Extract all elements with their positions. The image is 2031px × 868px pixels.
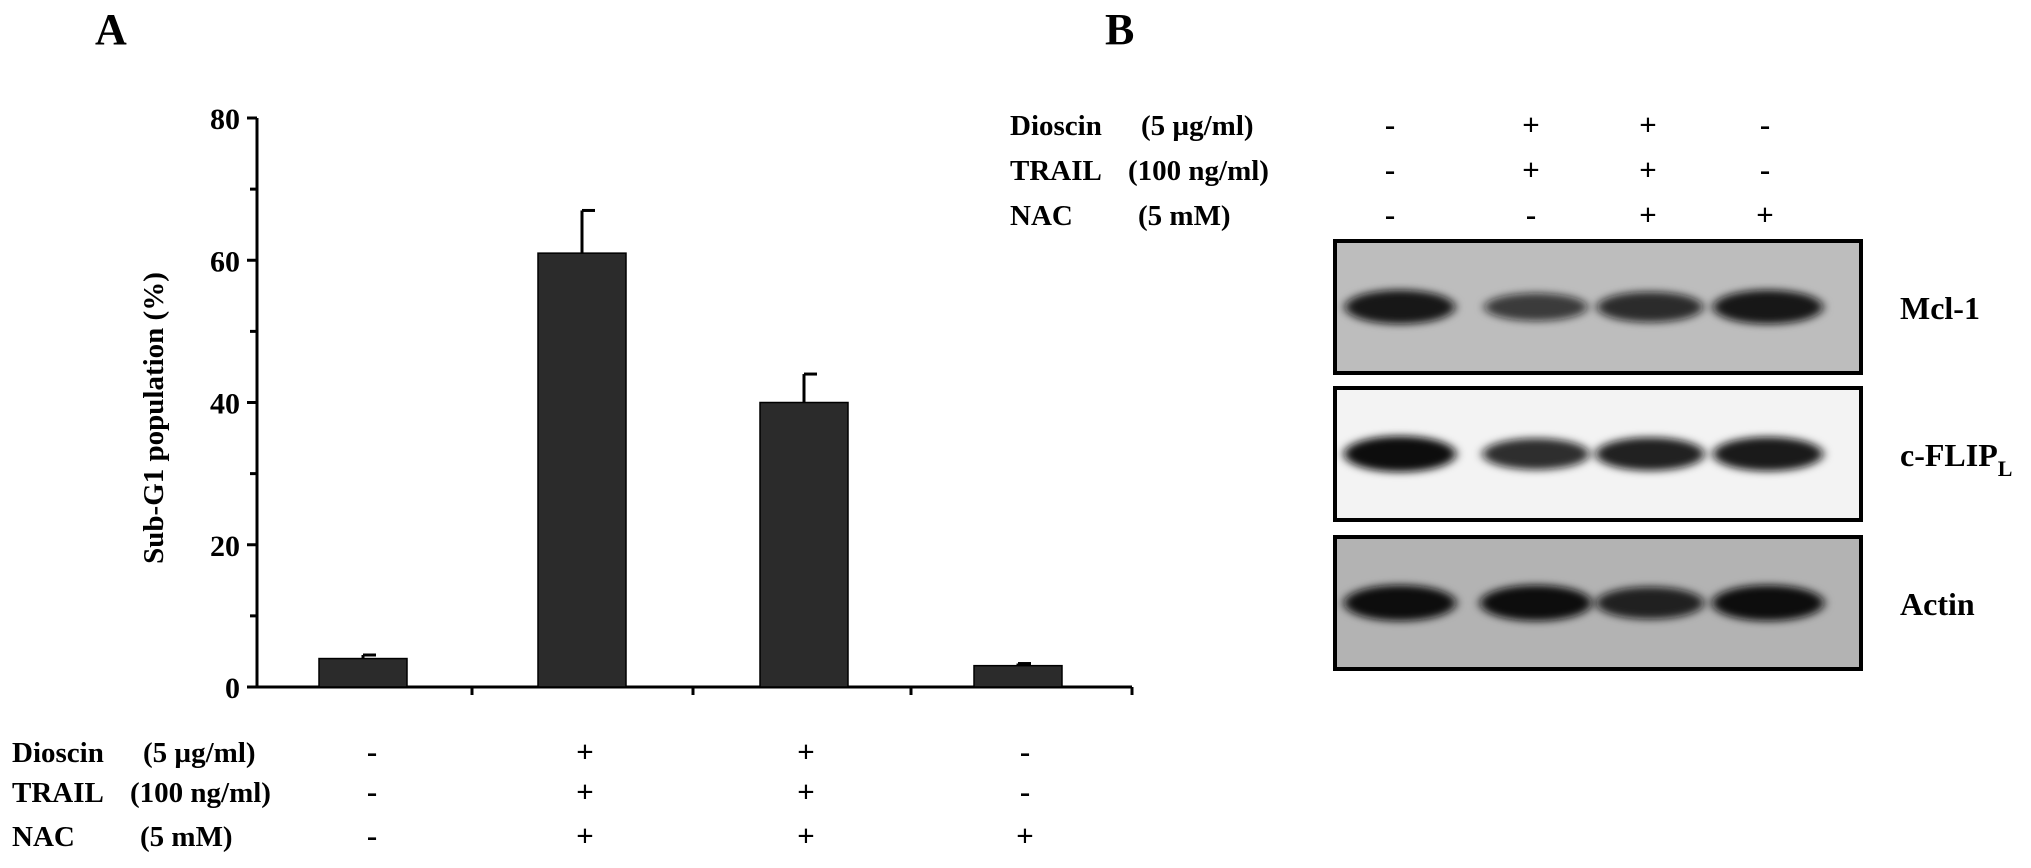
chart-treatment-table: Dioscin (5 µg/ml) - + + - TRAIL (100 ng/ml) - + + -… <box>12 734 1034 853</box>
treatment-sign: - <box>1385 107 1395 142</box>
protein-name: Mcl-1 <box>1900 290 1980 326</box>
y-tick-label: 20 <box>210 530 240 563</box>
treatment-sign: - <box>367 818 377 853</box>
treatment-dose: (100 ng/ml) <box>130 777 271 809</box>
x-ticks <box>470 687 1134 695</box>
bar <box>318 657 408 688</box>
blot-panel: c-FLIPL <box>1333 386 2012 522</box>
error-bars <box>361 208 1031 666</box>
panel-b-label: B <box>1105 5 1134 54</box>
blot-band <box>1713 289 1823 325</box>
blot-band <box>1345 289 1455 325</box>
treatment-name: NAC <box>12 821 75 853</box>
treatment-sign: + <box>576 818 594 853</box>
y-tick-label: 40 <box>210 388 240 421</box>
treatment-sign: + <box>576 734 594 769</box>
treatment-sign: - <box>367 734 377 769</box>
treatment-sign: - <box>1020 734 1030 769</box>
treatment-name: TRAIL <box>12 777 104 809</box>
blot-protein-label: c-FLIPL <box>1900 437 2012 481</box>
panel-a-label: A <box>95 5 127 54</box>
treatment-sign: + <box>1522 107 1540 142</box>
y-tick-label: 80 <box>210 103 240 136</box>
treatment-sign: + <box>1639 107 1657 142</box>
treatment-sign: - <box>1020 774 1030 809</box>
treatment-dose: (100 ng/ml) <box>1128 155 1269 187</box>
treatment-sign: + <box>797 774 815 809</box>
blot-band <box>1713 436 1823 472</box>
treatment-sign: + <box>797 818 815 853</box>
blot-band <box>1597 291 1703 323</box>
treatment-dose: (5 mM) <box>1138 200 1231 232</box>
blot-band <box>1344 585 1456 621</box>
bar <box>537 252 627 688</box>
treatment-sign: - <box>1760 152 1770 187</box>
y-tick-label: 0 <box>225 672 240 705</box>
treatment-dose: (5 mM) <box>140 821 233 853</box>
treatment-name: Dioscin <box>1010 110 1102 142</box>
blot-band <box>1595 437 1705 471</box>
bar <box>759 401 849 688</box>
blot-treatment-table: Dioscin (5 µg/ml) - + + - TRAIL (100 ng/ml) - + + -… <box>1010 107 1774 232</box>
treatment-dose: (5 µg/ml) <box>1141 110 1254 142</box>
treatment-sign: + <box>1756 197 1774 232</box>
blot-band <box>1482 438 1590 470</box>
treatment-sign: - <box>1526 197 1536 232</box>
blot-protein-label: Actin <box>1900 586 1975 622</box>
treatment-sign: - <box>1760 107 1770 142</box>
protein-name: Actin <box>1900 586 1975 622</box>
treatment-name: NAC <box>1010 200 1073 232</box>
bar-chart: Sub-G1 population (%) 0 20 40 60 80 <box>138 103 1134 705</box>
western-blot: Mcl-1 c-FLIPL Actin <box>1333 239 2012 671</box>
y-axis-label: Sub-G1 population (%) <box>138 272 170 564</box>
treatment-name: TRAIL <box>1010 155 1102 187</box>
treatment-dose: (5 µg/ml) <box>143 737 256 769</box>
blot-band <box>1484 293 1588 321</box>
protein-subscript: L <box>1998 456 2013 481</box>
treatment-sign: + <box>1522 152 1540 187</box>
treatment-sign: - <box>367 774 377 809</box>
blot-band <box>1712 585 1824 621</box>
bar <box>973 664 1063 688</box>
blot-band <box>1344 436 1456 472</box>
bars <box>318 252 1063 688</box>
treatment-sign: + <box>1016 818 1034 853</box>
y-tick-label: 60 <box>210 245 240 278</box>
treatment-sign: + <box>797 734 815 769</box>
treatment-sign: - <box>1385 152 1395 187</box>
blot-panel: Mcl-1 <box>1333 239 1980 375</box>
blot-band <box>1480 585 1592 621</box>
treatment-sign: - <box>1385 197 1395 232</box>
treatment-sign: + <box>576 774 594 809</box>
blot-band <box>1596 586 1704 620</box>
blot-panel: Actin <box>1333 535 1975 671</box>
blot-protein-label: Mcl-1 <box>1900 290 1980 326</box>
protein-name: c-FLIP <box>1900 437 1998 473</box>
y-ticks: 0 20 40 60 80 <box>210 103 257 705</box>
treatment-name: Dioscin <box>12 737 104 769</box>
treatment-sign: + <box>1639 197 1657 232</box>
treatment-sign: + <box>1639 152 1657 187</box>
